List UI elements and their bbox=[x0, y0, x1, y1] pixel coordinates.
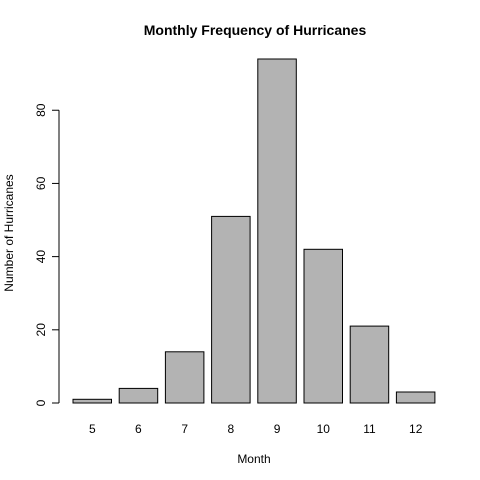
x-tick-label: 12 bbox=[409, 422, 423, 436]
bar-month-6 bbox=[118, 387, 159, 404]
x-tick-label: 8 bbox=[228, 422, 235, 436]
x-tick-label: 9 bbox=[274, 422, 281, 436]
y-axis: 0 20 40 60 80 bbox=[34, 103, 60, 406]
y-tick-label: 40 bbox=[34, 250, 48, 264]
x-axis-label: Month bbox=[237, 452, 270, 466]
x-tick-label: 10 bbox=[317, 422, 331, 436]
bars-group bbox=[72, 58, 436, 404]
x-tick-label: 5 bbox=[89, 422, 96, 436]
x-tick-labels: 5 6 7 8 9 10 11 12 bbox=[89, 422, 423, 436]
bar-month-7 bbox=[164, 351, 205, 404]
y-tick-label: 80 bbox=[34, 103, 48, 117]
bar-month-12 bbox=[395, 391, 436, 404]
bar-month-8 bbox=[211, 215, 251, 404]
y-tick-label: 60 bbox=[34, 176, 48, 190]
y-axis-label: Number of Hurricanes bbox=[2, 174, 16, 291]
y-tick-label: 20 bbox=[34, 323, 48, 337]
chart-title: Monthly Frequency of Hurricanes bbox=[144, 22, 367, 38]
bar-month-11 bbox=[349, 325, 390, 404]
y-tick-label: 0 bbox=[34, 399, 48, 406]
x-tick-label: 7 bbox=[181, 422, 188, 436]
bar-month-10 bbox=[303, 248, 343, 404]
bar-month-5 bbox=[72, 398, 112, 404]
x-tick-label: 11 bbox=[363, 422, 376, 436]
bar-month-9 bbox=[257, 58, 297, 404]
x-tick-label: 6 bbox=[135, 422, 142, 436]
